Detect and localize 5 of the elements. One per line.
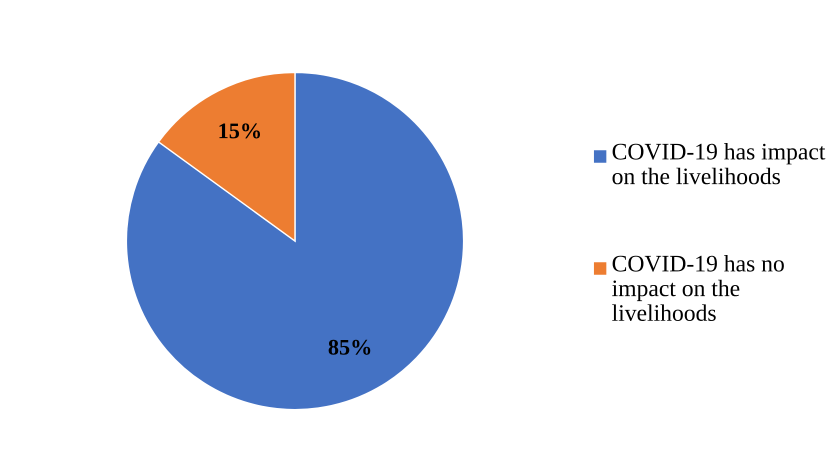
- legend-label: COVID-19 has no impact on the livelihoods: [612, 255, 784, 321]
- data-label: 85%: [328, 340, 370, 355]
- pie-slice: [126, 72, 464, 410]
- legend-label: COVID-19 has impact on the livelihoods: [612, 143, 826, 184]
- data-label: 15%: [219, 123, 260, 138]
